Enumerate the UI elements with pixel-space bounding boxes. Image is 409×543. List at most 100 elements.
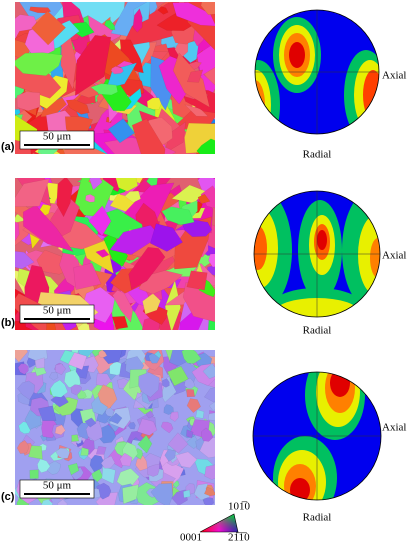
grain [29, 6, 52, 14]
grain [80, 447, 89, 456]
grain [204, 387, 215, 403]
grain [142, 293, 161, 315]
orientation-map [15, 178, 215, 330]
scale-text: 50 μm [43, 131, 72, 143]
panel-label: (c) [1, 491, 15, 503]
grain [148, 353, 160, 364]
grain [15, 178, 50, 207]
grain [128, 422, 136, 430]
grain [200, 185, 215, 209]
grain [34, 357, 45, 369]
grain [26, 357, 36, 369]
grain [137, 434, 153, 454]
grain [204, 464, 215, 480]
grain [196, 138, 215, 154]
grain [169, 411, 179, 422]
grain [208, 253, 215, 268]
grain [160, 421, 174, 434]
scale-bar: 50 μm [19, 131, 95, 150]
scale-text: 50 μm [43, 480, 72, 492]
scale-text: 50 μm [43, 305, 72, 317]
grain [137, 418, 158, 436]
grain [184, 104, 209, 117]
grain [119, 452, 133, 467]
grain [56, 178, 73, 218]
grain [203, 497, 215, 505]
grain [17, 363, 29, 375]
grain [73, 262, 102, 290]
orientation-map [15, 350, 215, 505]
grain [49, 372, 59, 381]
grain [50, 379, 68, 398]
grain [75, 35, 112, 96]
grain [100, 350, 123, 365]
grain [112, 316, 129, 330]
grain [161, 206, 195, 226]
grain [181, 350, 202, 364]
grain [110, 66, 124, 75]
grain [196, 42, 215, 77]
grain [183, 489, 191, 498]
scale-bar: 50 μm [19, 305, 95, 324]
grain [70, 466, 84, 481]
grain [16, 440, 29, 454]
grain [101, 466, 116, 485]
grain [85, 194, 95, 203]
grain [74, 365, 90, 379]
axis-label: Radial [303, 512, 332, 524]
grain [197, 194, 211, 204]
orientation-maps [15, 2, 215, 505]
grain [88, 205, 112, 236]
legend-label: 0001 [180, 532, 202, 543]
grain [131, 118, 166, 154]
grain [122, 484, 139, 505]
grain [200, 2, 215, 15]
grain [55, 447, 70, 459]
grain [145, 410, 155, 419]
grain [201, 427, 214, 442]
grain [150, 223, 183, 252]
grain [146, 97, 162, 110]
grain [147, 463, 160, 477]
grain [98, 350, 108, 358]
grain [104, 19, 116, 31]
grain [181, 219, 212, 237]
grain [167, 366, 189, 387]
grain [37, 458, 51, 473]
grain [107, 118, 135, 144]
pole-figure [255, 10, 379, 134]
grain [167, 432, 189, 454]
pole-figure [253, 372, 381, 500]
grain [157, 6, 169, 15]
axis-label: Radial [303, 149, 332, 161]
grain [89, 178, 103, 191]
grain [97, 384, 118, 409]
grain [15, 221, 20, 242]
grain [29, 469, 39, 479]
grain [15, 52, 63, 76]
grain [67, 462, 80, 476]
grain [187, 69, 204, 83]
grain [208, 412, 215, 421]
grain [38, 405, 57, 421]
grain [71, 434, 79, 442]
panel-label: (a) [1, 141, 15, 153]
axis-label: Axial [382, 250, 406, 262]
axis-label: Axial [382, 422, 406, 434]
grain [195, 409, 205, 419]
ipf-legend: 101̅0 0001 21̅1̅0 [180, 501, 251, 543]
grain [54, 424, 66, 436]
axis-label: Axial [382, 70, 406, 82]
grain [112, 289, 134, 323]
grain [128, 247, 166, 290]
grain [95, 249, 110, 258]
grain [150, 483, 174, 505]
grain [67, 352, 87, 370]
grain [70, 384, 83, 396]
grain [204, 486, 215, 497]
grain [95, 446, 107, 455]
grain [116, 468, 140, 488]
grain [31, 10, 66, 46]
grain [138, 372, 160, 398]
